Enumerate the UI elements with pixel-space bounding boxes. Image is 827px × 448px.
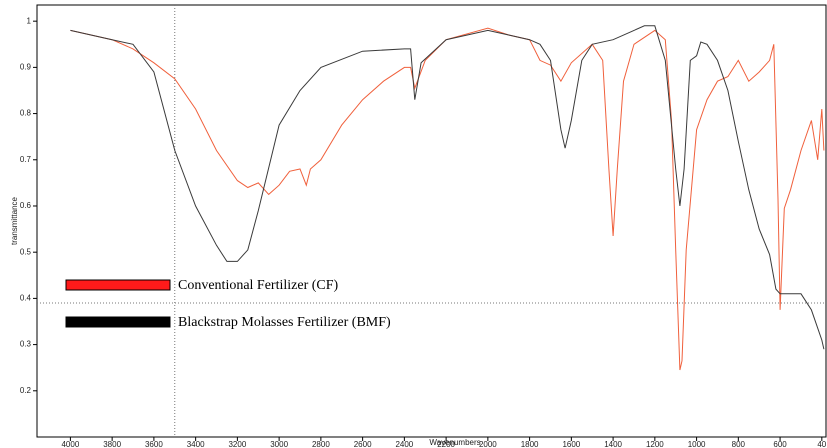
x-tick-label: 4000 (61, 440, 79, 448)
spectrum-line (70, 27, 825, 371)
y-tick-label: 0.8 (20, 109, 32, 118)
x-tick-label: 2000 (479, 440, 497, 448)
y-tick-label: 0.4 (20, 293, 32, 302)
x-tick-label: 3600 (145, 440, 163, 448)
y-tick-label: 0.2 (20, 386, 32, 395)
x-tick-label: 600 (773, 440, 787, 448)
x-tick-label: 1800 (521, 440, 539, 448)
x-tick-label: 2800 (312, 440, 330, 448)
x-tick-label: 3800 (103, 440, 121, 448)
legend-label: Conventional Fertilizer (CF) (178, 278, 339, 293)
x-axis-label: Wavenumbers (429, 438, 480, 447)
x-tick-label: 3200 (228, 440, 246, 448)
x-tick-label: 1200 (646, 440, 664, 448)
legend-swatch (65, 316, 171, 328)
spectrum-line (70, 25, 825, 350)
x-tick-label: 1600 (562, 440, 580, 448)
x-tick-label: 2600 (354, 440, 372, 448)
x-tick-label: 3000 (270, 440, 288, 448)
y-axis-label: transmittance (10, 196, 19, 245)
y-tick-label: 0.7 (20, 155, 32, 164)
legend-label: Blackstrap Molasses Fertilizer (BMF) (178, 315, 391, 330)
legend-swatch (65, 279, 171, 291)
x-tick-label: 1400 (604, 440, 622, 448)
y-tick-label: 1 (27, 16, 32, 25)
x-tick-label: 1000 (688, 440, 706, 448)
y-tick-label: 0.3 (20, 340, 32, 349)
x-tick-label: 3400 (187, 440, 205, 448)
x-tick-label: 40 (817, 440, 826, 448)
x-tick-label: 2400 (395, 440, 413, 448)
y-tick-label: 0.6 (20, 201, 32, 210)
plot-frame (36, 4, 827, 438)
x-tick-label: 800 (732, 440, 746, 448)
y-tick-label: 0.9 (20, 62, 32, 71)
y-tick-label: 0.5 (20, 247, 32, 256)
x-tick-label: 2200 (437, 440, 455, 448)
